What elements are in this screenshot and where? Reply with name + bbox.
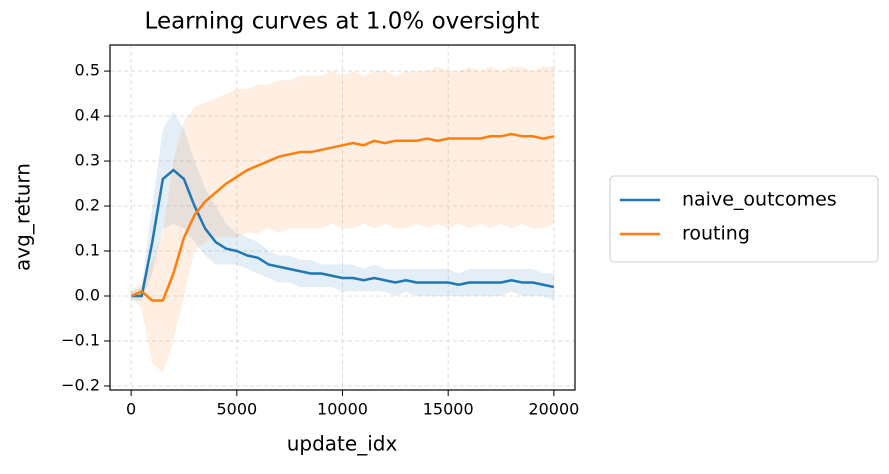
y-tick-label: 0.2 <box>75 196 100 215</box>
y-axis-label: avg_return <box>11 163 35 271</box>
y-tick-label: 0.4 <box>75 106 100 125</box>
y-tick-label: 0.3 <box>75 151 100 170</box>
y-tick-label: −0.1 <box>61 330 100 349</box>
x-tick-label: 15000 <box>423 400 474 419</box>
line <box>130 132 555 302</box>
x-axis-label: update_idx <box>287 432 398 456</box>
legend-label: routing <box>682 223 750 245</box>
chart-title: Learning curves at 1.0% oversight <box>145 9 540 35</box>
y-tick-label: −0.2 <box>61 375 100 394</box>
y-tick-label: 0.5 <box>75 61 100 80</box>
band <box>131 111 554 301</box>
legend-box <box>609 175 879 263</box>
plot-frame <box>109 44 576 391</box>
line <box>131 168 555 298</box>
legend-label: naive_outcomes <box>682 189 837 211</box>
x-tick-label: 0 <box>126 400 136 419</box>
y-tick-label: 0.0 <box>75 285 100 304</box>
y-tick-label: 0.1 <box>75 241 100 260</box>
x-tick-label: 5000 <box>216 400 257 419</box>
band <box>131 66 554 373</box>
x-tick-label: 10000 <box>317 400 368 419</box>
x-tick-label: 20000 <box>528 400 579 419</box>
